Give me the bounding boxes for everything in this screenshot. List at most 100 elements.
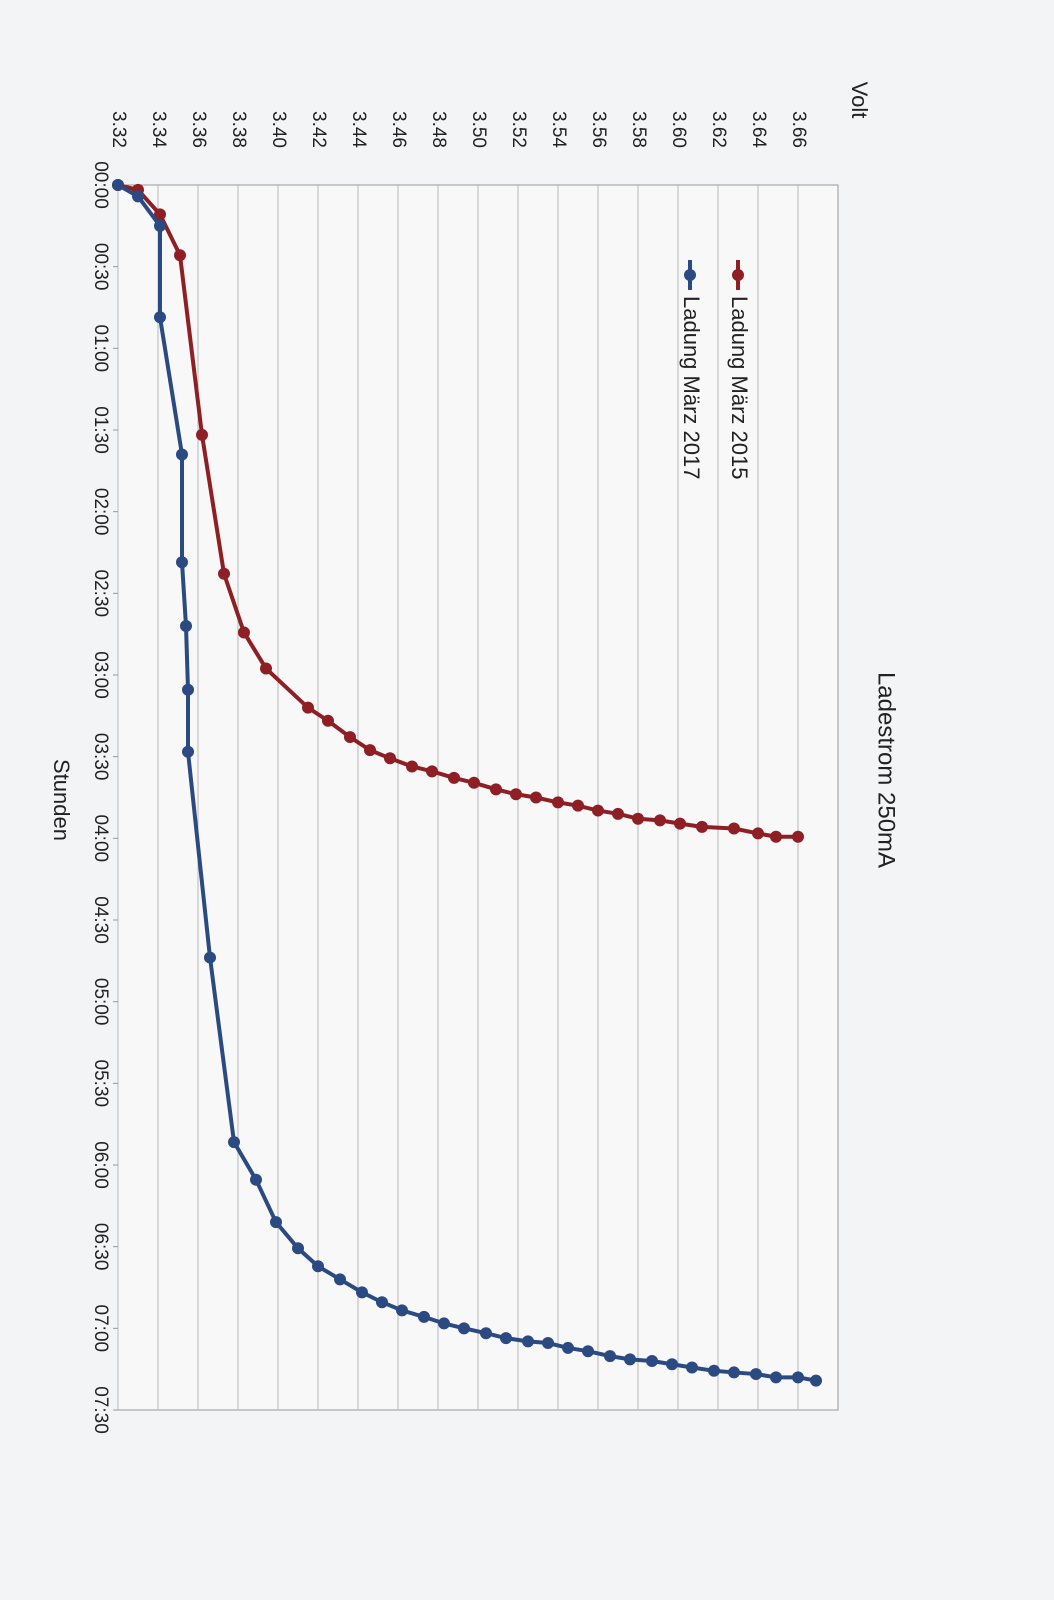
x-tick-label: 07:30 [90, 1386, 111, 1434]
x-tick-label: 02:30 [90, 570, 111, 618]
data-point [112, 179, 124, 191]
data-point [180, 620, 192, 632]
data-point [646, 1355, 658, 1367]
x-axis-label: Stunden [49, 759, 74, 841]
data-point [132, 190, 144, 203]
data-point [792, 830, 804, 843]
data-point [728, 1366, 740, 1379]
data-point [480, 1327, 492, 1340]
data-point [312, 1260, 324, 1273]
y-tick-label: 3.42 [308, 111, 329, 148]
legend-label: Ladung März 2017 [679, 296, 704, 479]
y-tick-label: 3.50 [468, 111, 489, 148]
legend-label: Ladung März 2015 [727, 296, 752, 479]
data-point [448, 771, 460, 784]
data-point [552, 796, 564, 809]
data-point [582, 1345, 594, 1358]
data-point [810, 1374, 822, 1387]
data-point [218, 567, 230, 580]
data-point [770, 1371, 782, 1384]
data-point [458, 1322, 470, 1335]
y-tick-label: 3.52 [508, 111, 529, 148]
data-point [334, 1273, 346, 1286]
data-point [426, 765, 438, 778]
data-point [174, 249, 186, 262]
y-tick-label: 3.36 [188, 111, 209, 148]
y-tick-label: 3.46 [388, 111, 409, 148]
y-tick-label: 3.54 [548, 111, 569, 148]
x-tick-label: 00:30 [90, 243, 111, 291]
x-tick-label: 04:30 [90, 896, 111, 944]
data-point [654, 814, 666, 827]
y-tick-label: 3.38 [228, 111, 249, 148]
data-point [770, 830, 782, 843]
data-point [154, 208, 166, 221]
y-tick-label: 3.62 [708, 111, 729, 148]
data-point [510, 788, 522, 801]
data-point [604, 1350, 616, 1363]
data-point [292, 1242, 304, 1255]
data-point [708, 1364, 720, 1377]
data-point [182, 745, 194, 758]
data-point [562, 1341, 574, 1354]
data-point [260, 662, 272, 675]
x-tick-label: 01:00 [90, 325, 111, 373]
data-point [542, 1337, 554, 1350]
data-point [196, 428, 208, 441]
y-tick-label: 3.60 [668, 111, 689, 148]
y-tick-label: 3.48 [428, 111, 449, 148]
data-point [490, 783, 502, 796]
x-tick-label: 02:00 [90, 488, 111, 536]
x-tick-label: 05:30 [90, 1060, 111, 1108]
data-point [674, 817, 686, 830]
data-point [228, 1136, 240, 1149]
x-tick-label: 05:00 [90, 978, 111, 1026]
data-point [468, 776, 480, 789]
data-point [522, 1335, 534, 1348]
x-tick-label: 06:30 [90, 1223, 111, 1271]
chart-title: Ladestrom 250mA [873, 672, 900, 868]
data-point [270, 1216, 282, 1229]
data-point [728, 822, 740, 835]
data-point [696, 820, 708, 833]
x-tick-label: 07:00 [90, 1305, 111, 1353]
y-tick-label: 3.44 [348, 111, 369, 148]
data-point [686, 1361, 698, 1374]
legend-marker [684, 269, 696, 281]
data-point [344, 731, 356, 744]
data-point [592, 804, 604, 817]
data-point [204, 951, 216, 964]
y-tick-label: 3.66 [788, 111, 809, 148]
y-axis-label: Volt [847, 82, 872, 119]
data-point [752, 827, 764, 840]
y-tick-label: 3.34 [148, 111, 169, 148]
data-point [176, 448, 188, 461]
data-point [792, 1371, 804, 1384]
y-tick-label: 3.56 [588, 111, 609, 148]
data-point [250, 1173, 262, 1186]
data-point [154, 219, 166, 232]
x-tick-label: 06:00 [90, 1141, 111, 1189]
data-point [500, 1332, 512, 1345]
data-point [322, 714, 334, 727]
y-tick-label: 3.64 [748, 111, 769, 148]
data-point [572, 799, 584, 812]
data-point [238, 626, 250, 639]
y-tick-label: 3.58 [628, 111, 649, 148]
x-tick-label: 03:30 [90, 733, 111, 781]
data-point [364, 744, 376, 757]
x-tick-label: 04:00 [90, 815, 111, 863]
data-point [624, 1353, 636, 1366]
data-point [356, 1286, 368, 1299]
y-tick-label: 3.40 [268, 111, 289, 148]
data-point [176, 556, 188, 569]
data-point [750, 1368, 762, 1381]
legend-marker [732, 269, 744, 281]
data-point [384, 752, 396, 765]
data-point [302, 701, 314, 714]
data-point [530, 791, 542, 804]
data-point [376, 1296, 388, 1309]
data-point [632, 812, 644, 825]
